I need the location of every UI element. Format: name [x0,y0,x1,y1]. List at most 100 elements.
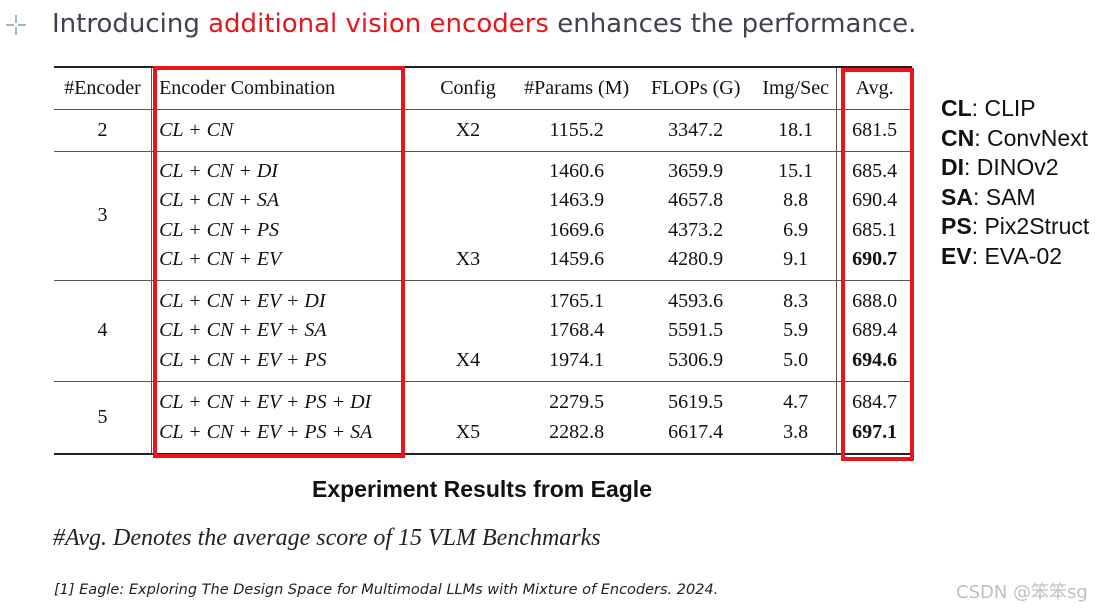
config-cell [419,382,517,418]
config-cell [419,216,517,246]
table-row: CL + CN + EV + SA 1768.4 5591.5 5.9 689.… [54,316,912,346]
combination-cell: CL + CN + SA [159,189,280,212]
img-sec-cell: 4.7 [755,381,838,418]
encoder-count: 3 [54,151,153,280]
flops-cell: 6617.4 [668,420,724,443]
slide-title: Introducing additional vision encoders e… [52,9,917,39]
combination-cell: CL + CN + EV + SA [159,319,327,342]
flops-cell: 5619.5 [668,391,724,414]
img-sec-cell: 15.1 [755,151,838,186]
table-header-row: #Encoder Encoder Combination Config #Par… [54,67,912,109]
avg-cell: 685.4 [852,160,898,183]
legend-item: SA: SAM [941,183,1036,210]
header-img-sec: Img/Sec [755,67,838,109]
config-cell: X4 [455,348,481,371]
avg-cell-best: 690.7 [852,247,898,270]
header-encoder: #Encoder [54,67,153,109]
combination-cell: CL + CN + PS [159,218,280,241]
group-4-encoders: 4 CL + CN + EV + DI 1765.1 4593.6 8.3 68… [54,280,912,382]
flops-cell: 3659.9 [668,160,724,183]
flops-cell: 5306.9 [668,348,724,371]
avg-cell-best: 694.6 [852,348,898,371]
params-cell: 1155.2 [549,118,604,141]
config-cell: X2 [455,118,481,141]
flops-cell: 4373.2 [668,218,724,241]
combination-cell: CL + CN + EV [159,247,282,270]
config-cell [419,280,517,316]
combination-cell: CL + CN + EV + PS + SA [159,420,373,443]
table-row: CL + CN + EV + PS X4 1974.1 5306.9 5.0 6… [54,345,912,382]
results-table: #Encoder Encoder Combination Config #Par… [54,66,912,455]
params-cell: 1459.6 [549,247,605,270]
params-cell: 2279.5 [549,391,605,414]
params-cell: 1463.9 [549,189,605,212]
header-flops: FLOPs (G) [650,76,741,99]
config-cell [419,186,517,216]
legend-item: CL: CLIP [941,95,1036,121]
table-row: CL + CN + SA 1463.9 4657.8 8.8 690.4 [54,186,912,216]
img-sec-cell: 18.1 [755,109,838,151]
header-avg: Avg. [855,76,894,99]
group-5-encoders: 5 CL + CN + EV + PS + DI 2279.5 5619.5 4… [54,381,912,454]
table-row: 4 CL + CN + EV + DI 1765.1 4593.6 8.3 68… [54,280,912,382]
avg-cell-best: 697.1 [852,420,898,443]
img-sec-cell: 3.8 [755,417,838,454]
img-sec-cell: 6.9 [755,215,838,245]
avg-cell: 685.1 [852,218,898,241]
avg-cell: 688.0 [852,289,898,312]
flops-cell: 5591.5 [668,319,724,342]
table-row: 5 CL + CN + EV + PS + DI 2279.5 5619.5 4… [54,381,912,454]
params-cell: 1669.6 [549,218,605,241]
combination-cell: CL + CN + EV + PS + DI [159,391,372,414]
params-cell: 1765.1 [549,289,605,312]
reference-footnote: [1] Eagle: Exploring The Design Space fo… [54,582,719,598]
avg-cell: 689.4 [852,319,898,342]
config-cell [419,316,517,346]
img-sec-cell: 8.8 [755,186,838,216]
img-sec-cell: 5.9 [755,316,838,346]
group-3-encoders: 3 CL + CN + DI 1460.6 3659.9 15.1 685.4 … [54,151,912,280]
table-row: CL + CN + EV X3 1459.6 4280.9 9.1 690.7 [54,245,912,280]
header-config: Config [440,76,496,99]
combination-cell: CL + CN + EV + DI [159,289,326,312]
config-cell: X5 [455,420,481,443]
plus-bullet-icon [6,15,26,35]
params-cell: 1460.6 [549,160,605,183]
table-row: CL + CN + PS 1669.6 4373.2 6.9 685.1 [54,215,912,246]
table-row: 2 CL + CN X2 1155.2 3347.2 18.1 681.5 [54,109,912,151]
legend-item: DI: DINOv2 [941,154,1059,180]
encoder-count: 5 [54,381,153,454]
header-combination: Encoder Combination [159,76,336,99]
legend-item: EV: EVA-02 [941,242,1063,269]
avg-cell: 684.7 [852,391,898,414]
encoder-count: 2 [54,109,153,151]
highlight-box-avg [841,68,914,461]
title-highlight: additional vision encoders [208,9,549,39]
params-cell: 1768.4 [549,319,605,342]
config-cell: X3 [455,247,481,270]
combination-cell: CL + CN + EV + PS [159,348,327,371]
highlight-box-combination [153,66,405,458]
avg-cell: 690.4 [852,189,898,212]
avg-note: #Avg. Denotes the average score of 15 VL… [53,525,601,551]
flops-cell: 4593.6 [668,289,724,312]
header-params: #Params (M) [524,76,630,99]
legend-item: CN: ConvNext [941,124,1088,151]
table-row: 3 CL + CN + DI 1460.6 3659.9 15.1 685.4 [54,151,912,280]
table-row: CL + CN + EV + PS + SA X5 2282.8 6617.4 … [54,417,912,454]
avg-cell: 681.5 [852,118,898,141]
flops-cell: 4280.9 [668,247,724,270]
combination-cell: CL + CN + DI [159,160,278,183]
group-2-encoders: 2 CL + CN X2 1155.2 3347.2 18.1 681.5 [54,109,912,151]
img-sec-cell: 8.3 [755,280,838,316]
flops-cell: 3347.2 [668,118,724,141]
combination-cell: CL + CN [159,118,234,141]
watermark: CSDN @笨笨sg [956,582,1088,603]
img-sec-cell: 9.1 [755,245,838,280]
img-sec-cell: 5.0 [755,345,838,382]
table-caption: Experiment Results from Eagle [312,476,652,502]
abbreviation-legend: CL: CLIP CN: ConvNext DI: DINOv2 SA: SAM… [941,94,1089,271]
encoder-count: 4 [54,280,153,382]
legend-item: PS: Pix2Struct [941,213,1090,239]
config-cell [419,151,517,186]
